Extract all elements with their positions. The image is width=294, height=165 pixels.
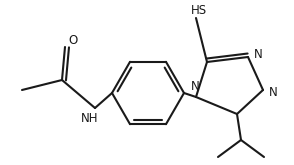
Text: N: N [269,85,277,99]
Text: N: N [191,81,199,94]
Text: O: O [69,34,78,48]
Text: N: N [254,49,262,62]
Text: NH: NH [81,113,99,126]
Text: HS: HS [191,4,207,17]
